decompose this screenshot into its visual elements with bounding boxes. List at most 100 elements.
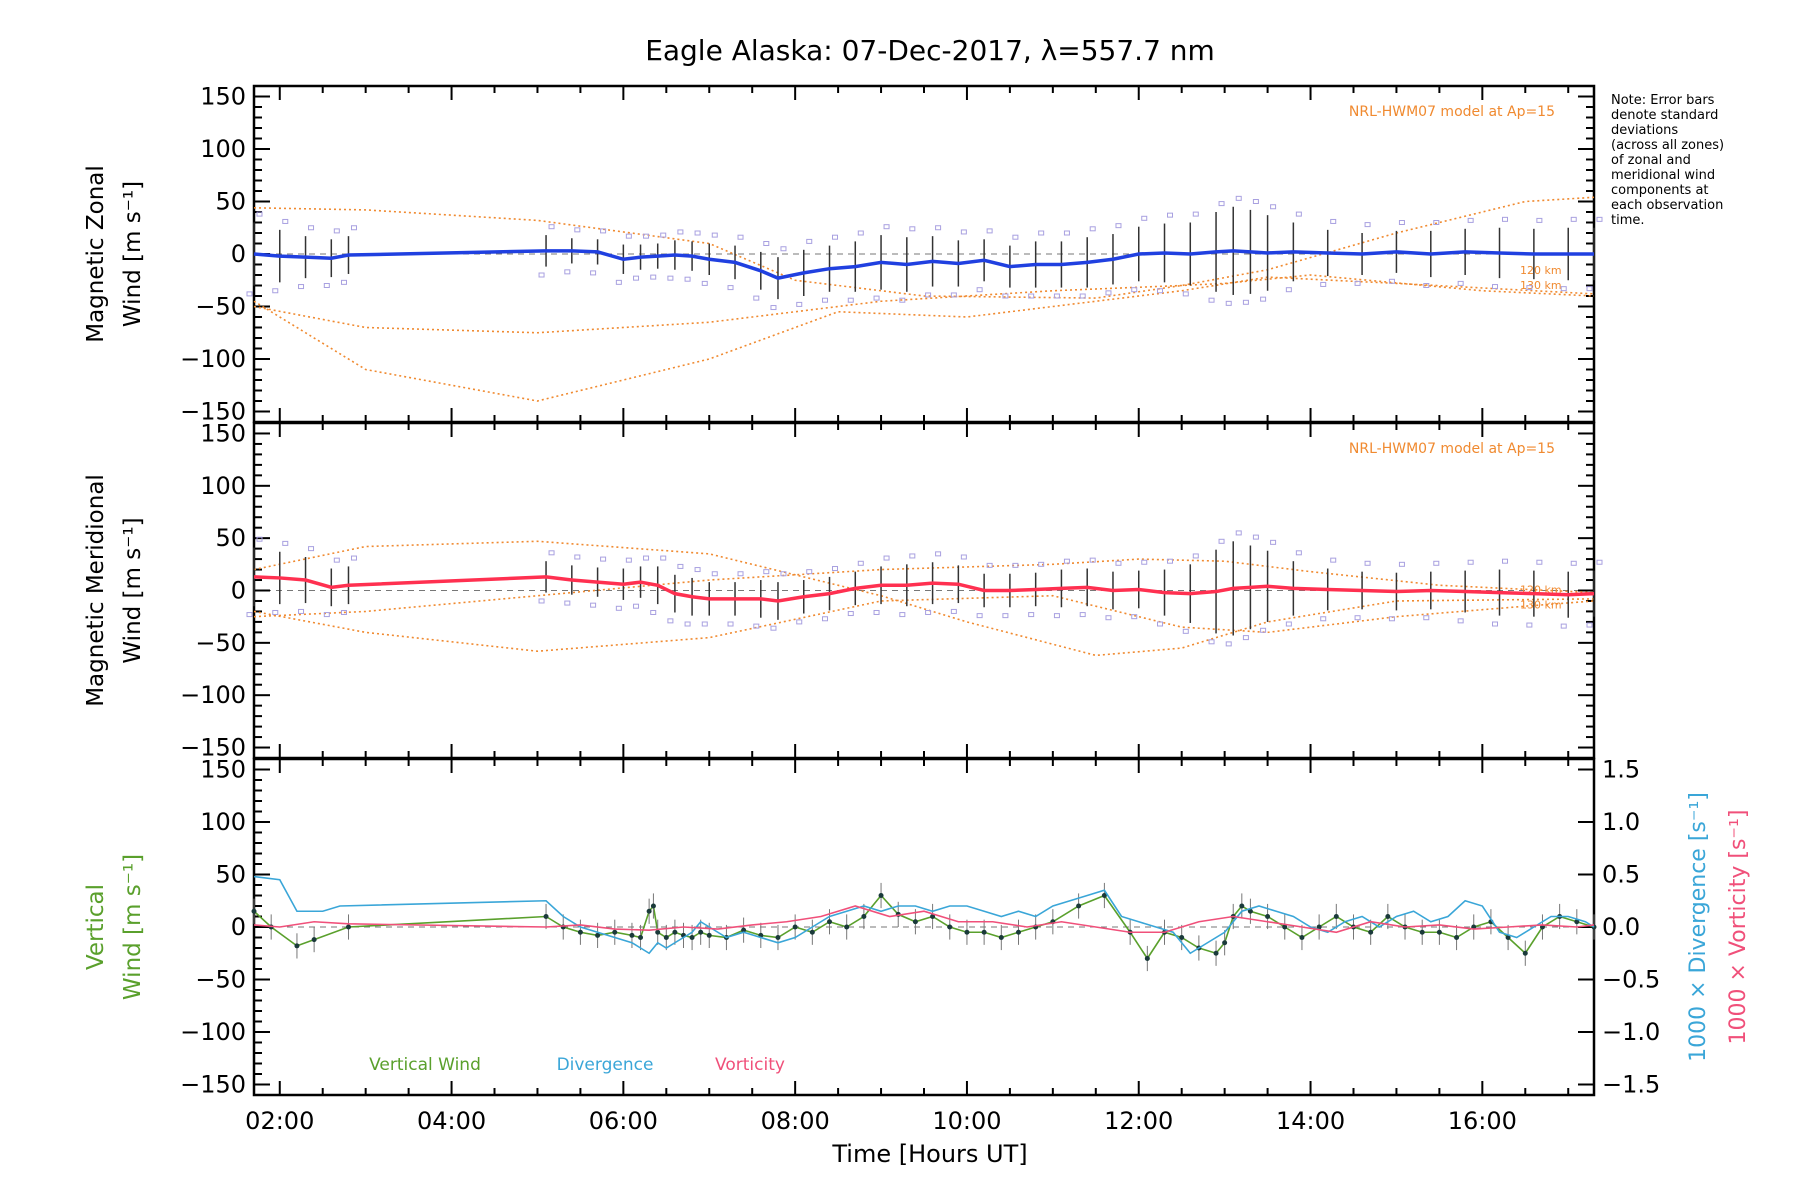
zone-sample <box>298 284 305 290</box>
zone-sample <box>711 571 718 577</box>
zone-sample <box>935 551 942 557</box>
zone-sample <box>950 292 957 298</box>
zone-sample <box>1089 226 1096 232</box>
zone-sample <box>1467 217 1474 223</box>
zone-sample <box>590 270 597 276</box>
zone-sample <box>1063 558 1070 564</box>
y-axis-label: Magnetic Meridional <box>83 474 109 707</box>
y-axis-label: Wind [m s⁻¹] <box>120 517 146 663</box>
note-line: components at <box>1611 183 1709 198</box>
vertical-wind-point <box>543 914 549 919</box>
vertical-wind-point <box>672 929 678 935</box>
y2-tick-label: 0.0 <box>1602 913 1640 941</box>
zone-sample <box>1157 621 1164 627</box>
y-tick-label: 100 <box>200 808 246 836</box>
vertical-wind-point <box>638 935 644 940</box>
zone-sample <box>909 226 916 232</box>
zone-sample <box>1002 293 1009 299</box>
vertical-wind-point <box>1213 950 1219 956</box>
vertical-wind-point <box>1368 929 1374 935</box>
vertical-wind-point <box>1522 950 1528 956</box>
zone-sample <box>1182 628 1189 634</box>
zone-sample <box>1079 612 1086 618</box>
zone-sample <box>1260 296 1267 302</box>
x-axis-label: Time [Hours UT] <box>831 1140 1027 1168</box>
zone-sample <box>564 269 571 275</box>
zone-sample <box>660 232 667 238</box>
zone-sample <box>753 295 760 301</box>
vertical-wind-point <box>1436 929 1442 935</box>
zone-sample <box>1586 286 1593 292</box>
zone-sample <box>1089 557 1096 563</box>
zone-sample <box>1063 230 1070 236</box>
zone-sample <box>633 275 640 281</box>
vertical-wind-point <box>1316 924 1322 930</box>
zone-sample <box>1596 559 1603 565</box>
vertical-wind-point <box>930 914 936 919</box>
y-tick-label: −50 <box>195 966 246 994</box>
zone-sample <box>615 605 622 611</box>
zone-sample <box>548 224 555 230</box>
zone-sample <box>1242 299 1249 305</box>
zone-sample <box>1235 530 1242 536</box>
y-tick-label: −50 <box>195 293 246 321</box>
panel-meridional: 150 100 50 0 −50 −100 −150 Magnetic Meridional W… <box>83 419 1603 762</box>
vertical-wind-point <box>792 924 798 930</box>
zone-sample <box>1141 559 1148 565</box>
note-line: deviations <box>1611 123 1678 138</box>
zone-sample <box>323 612 330 618</box>
zone-sample <box>1192 211 1199 217</box>
vertical-wind-point <box>251 908 257 914</box>
zone-sample <box>1252 199 1259 204</box>
zone-sample <box>1467 559 1474 565</box>
zone-sample <box>1320 281 1327 287</box>
zone-sample <box>333 557 340 563</box>
zone-sample <box>763 241 770 246</box>
y2-tick-label: 1.5 <box>1602 756 1640 784</box>
x-tick-label: 12:00 <box>1104 1107 1173 1135</box>
zone-sample <box>1354 280 1361 286</box>
zone-sample <box>806 238 813 244</box>
zone-sample <box>1053 613 1060 619</box>
zone-sample <box>711 232 718 238</box>
zone-sample <box>1105 290 1112 296</box>
zone-sample <box>1218 538 1225 544</box>
zone-sample <box>1270 204 1277 210</box>
zone-sample <box>753 623 760 629</box>
zone-sample <box>806 569 813 575</box>
vertical-wind-point <box>1333 914 1339 919</box>
zone-sample <box>1560 623 1567 629</box>
vertical-wind-point <box>1282 924 1288 930</box>
vertical-wind-point <box>1385 914 1391 919</box>
zone-sample <box>1492 284 1499 290</box>
zone-sample <box>1252 534 1259 540</box>
vertical-wind-point <box>1265 914 1271 919</box>
zone-sample <box>633 603 640 609</box>
y-tick-label: −150 <box>180 398 246 426</box>
zone-sample <box>246 291 253 297</box>
zone-sample <box>600 556 607 562</box>
vertical-wind-point <box>577 929 583 935</box>
zone-sample <box>727 621 734 627</box>
vertical-wind-point <box>595 932 601 938</box>
zonal-wind-line <box>253 249 1594 280</box>
zone-sample <box>1354 615 1361 621</box>
model-alt-label: 120 km <box>1520 264 1562 277</box>
zone-sample <box>574 227 581 233</box>
panel-zonal: 150 100 50 0 −50 −100 −150 Magnetic Zonal Wind [… <box>83 83 1603 426</box>
x-tick-label: 10:00 <box>932 1107 1001 1135</box>
zone-sample <box>925 609 932 615</box>
vertical-wind-point <box>294 943 300 949</box>
zone-sample <box>780 246 787 252</box>
vertical-wind-point <box>741 927 747 933</box>
zone-sample <box>1235 195 1242 201</box>
vertical-wind-point <box>706 932 712 938</box>
y-tick-label: −100 <box>180 1018 246 1046</box>
vertical-wind-point <box>1101 893 1107 898</box>
model-label: NRL-HWM07 model at Ap=15 <box>1349 441 1555 457</box>
zone-sample <box>538 598 545 604</box>
zone-sample <box>899 297 906 303</box>
zone-sample <box>1492 621 1499 627</box>
